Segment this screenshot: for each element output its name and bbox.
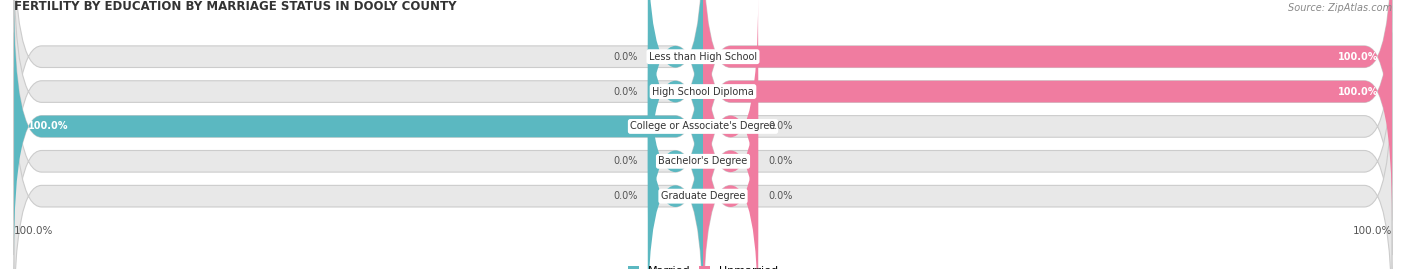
Text: 0.0%: 0.0%: [613, 52, 637, 62]
FancyBboxPatch shape: [14, 33, 703, 269]
Text: Graduate Degree: Graduate Degree: [661, 191, 745, 201]
Text: 100.0%: 100.0%: [28, 121, 69, 132]
Text: Bachelor's Degree: Bachelor's Degree: [658, 156, 748, 166]
FancyBboxPatch shape: [648, 0, 703, 220]
FancyBboxPatch shape: [14, 68, 703, 269]
Text: High School Diploma: High School Diploma: [652, 87, 754, 97]
FancyBboxPatch shape: [703, 33, 1392, 269]
Text: Less than High School: Less than High School: [650, 52, 756, 62]
Text: 0.0%: 0.0%: [613, 156, 637, 166]
FancyBboxPatch shape: [703, 0, 1392, 255]
Text: 0.0%: 0.0%: [613, 87, 637, 97]
FancyBboxPatch shape: [703, 68, 758, 269]
Text: 0.0%: 0.0%: [769, 191, 793, 201]
Text: 100.0%: 100.0%: [1337, 87, 1378, 97]
Text: Source: ZipAtlas.com: Source: ZipAtlas.com: [1288, 3, 1392, 13]
FancyBboxPatch shape: [703, 0, 1392, 220]
Text: FERTILITY BY EDUCATION BY MARRIAGE STATUS IN DOOLY COUNTY: FERTILITY BY EDUCATION BY MARRIAGE STATU…: [14, 0, 457, 13]
Text: 100.0%: 100.0%: [1337, 52, 1378, 62]
FancyBboxPatch shape: [14, 0, 703, 255]
Text: College or Associate's Degree: College or Associate's Degree: [630, 121, 776, 132]
FancyBboxPatch shape: [648, 0, 703, 185]
Text: 100.0%: 100.0%: [14, 226, 53, 236]
FancyBboxPatch shape: [648, 68, 703, 269]
Text: 0.0%: 0.0%: [769, 156, 793, 166]
Text: 100.0%: 100.0%: [1353, 226, 1392, 236]
FancyBboxPatch shape: [14, 0, 703, 185]
FancyBboxPatch shape: [703, 0, 758, 255]
FancyBboxPatch shape: [703, 0, 1392, 220]
FancyBboxPatch shape: [703, 68, 1392, 269]
FancyBboxPatch shape: [14, 0, 703, 220]
FancyBboxPatch shape: [703, 0, 1392, 185]
FancyBboxPatch shape: [14, 0, 703, 255]
Legend: Married, Unmarried: Married, Unmarried: [623, 261, 783, 269]
Text: 0.0%: 0.0%: [769, 121, 793, 132]
FancyBboxPatch shape: [703, 0, 1392, 185]
FancyBboxPatch shape: [648, 33, 703, 269]
FancyBboxPatch shape: [703, 33, 758, 269]
Text: 0.0%: 0.0%: [613, 191, 637, 201]
